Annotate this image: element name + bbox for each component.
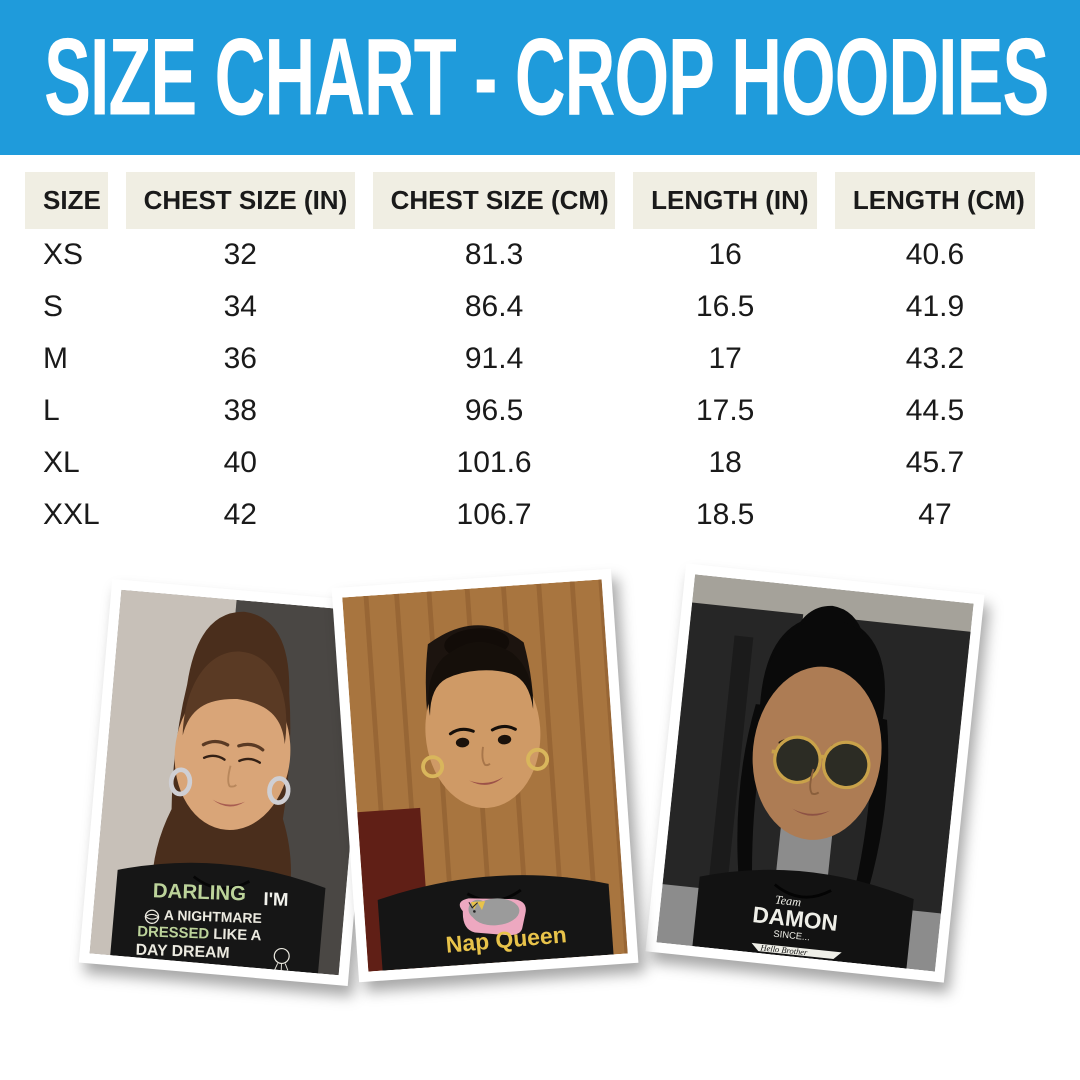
svg-text:DARLING: DARLING (152, 879, 246, 905)
svg-text:DAY DREAM: DAY DREAM (135, 942, 230, 962)
svg-text:I'M: I'M (263, 888, 289, 910)
svg-text:A NIGHTMARE: A NIGHTMARE (164, 907, 262, 926)
